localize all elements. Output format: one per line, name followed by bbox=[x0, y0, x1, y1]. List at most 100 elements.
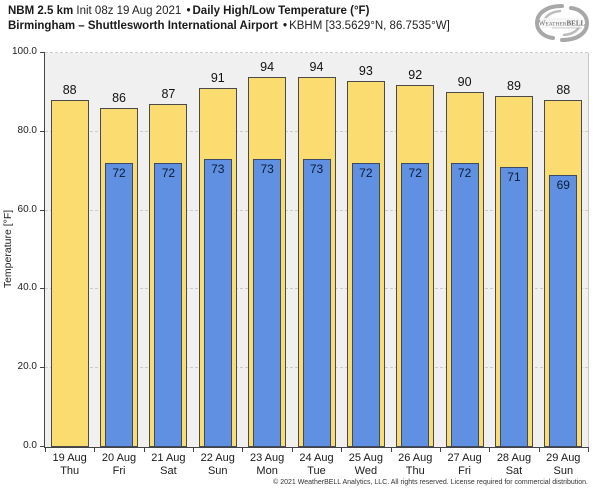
x-tick-label: 27 Aug Fri bbox=[439, 452, 491, 477]
y-tick-label: 60.0 bbox=[17, 203, 37, 215]
chart-header: NBM 2.5 km Init 08z 19 Aug 2021 • Daily H… bbox=[8, 4, 450, 34]
high-value-label: 91 bbox=[210, 71, 225, 86]
x-axis-tick bbox=[143, 448, 145, 452]
low-value-label: 73 bbox=[309, 162, 324, 177]
low-value-label: 72 bbox=[112, 166, 126, 181]
low-value-label: 72 bbox=[457, 166, 472, 181]
high-value-label: 87 bbox=[161, 87, 176, 102]
high-value-label: 94 bbox=[309, 59, 324, 74]
init-time: Init 08z 19 Aug 2021 bbox=[76, 5, 182, 17]
x-label-day: Fri bbox=[458, 464, 471, 477]
x-label-date: 29 Aug bbox=[546, 452, 581, 464]
x-label-day: Sun bbox=[553, 464, 574, 477]
low-value-label: 69 bbox=[556, 178, 570, 193]
y-axis-line bbox=[44, 53, 45, 448]
x-label-day: Sun bbox=[207, 464, 228, 477]
header-line-1: NBM 2.5 km Init 08z 19 Aug 2021 • Daily H… bbox=[8, 4, 450, 19]
low-temp-bar: 71 bbox=[499, 167, 528, 447]
x-label-date: 22 Aug bbox=[200, 452, 235, 464]
x-label-date: 24 Aug bbox=[299, 452, 334, 464]
x-label-day: Tue bbox=[307, 464, 326, 477]
x-label-date: 21 Aug bbox=[151, 452, 186, 464]
x-tick-label: 21 Aug Sat bbox=[142, 452, 194, 477]
logo-text: WEATHERBELL bbox=[539, 20, 586, 28]
high-value-label: 92 bbox=[408, 67, 423, 82]
x-label-date: 28 Aug bbox=[496, 452, 532, 464]
x-axis-tick bbox=[45, 448, 46, 452]
product-title: Daily High/Low Temperature (°F) bbox=[192, 5, 370, 17]
weatherbell-logo: WEATHERBELL bbox=[530, 2, 594, 44]
x-label-date: 27 Aug bbox=[447, 452, 482, 464]
low-temp-bar: 72 bbox=[450, 163, 479, 447]
low-temp-bar: 72 bbox=[401, 163, 430, 447]
x-label-date: 25 Aug bbox=[348, 452, 383, 464]
x-label-day: Thu bbox=[405, 464, 425, 477]
y-axis-tick bbox=[40, 288, 45, 290]
high-value-label: 88 bbox=[62, 83, 77, 98]
x-axis-tick bbox=[94, 448, 96, 452]
x-label-date: 20 Aug bbox=[101, 452, 137, 464]
x-label-date: 19 Aug bbox=[52, 452, 87, 464]
weatherbell-swirl-icon: WEATHERBELL bbox=[534, 4, 590, 42]
separator-dot: • bbox=[279, 20, 288, 32]
low-temp-bar: 72 bbox=[351, 163, 380, 447]
gridline bbox=[45, 52, 588, 53]
y-tick-label: 20.0 bbox=[17, 361, 37, 373]
high-value-label: 89 bbox=[507, 79, 521, 94]
y-tick-label: 0.0 bbox=[23, 440, 37, 451]
high-value-label: 90 bbox=[457, 75, 472, 90]
x-axis-tick bbox=[193, 448, 195, 452]
low-value-label: 72 bbox=[359, 166, 373, 181]
y-axis-tick bbox=[40, 209, 45, 211]
x-label-day: Wed bbox=[354, 464, 378, 477]
low-temp-bar: 73 bbox=[203, 159, 232, 447]
high-value-label: 88 bbox=[556, 83, 571, 98]
low-temp-bar: 72 bbox=[105, 163, 134, 447]
x-tick-label: 23 Aug Mon bbox=[241, 452, 293, 477]
x-tick-label: 26 Aug Thu bbox=[389, 452, 441, 477]
plot-right-border bbox=[588, 53, 589, 447]
x-tick-label: 25 Aug Wed bbox=[340, 452, 392, 477]
x-axis-tick bbox=[291, 448, 293, 452]
y-tick-label: 40.0 bbox=[17, 282, 37, 294]
x-axis-tick bbox=[538, 448, 540, 452]
x-tick-label: 20 Aug Fri bbox=[93, 452, 145, 477]
model-name: NBM 2.5 km bbox=[8, 5, 74, 17]
low-temp-bar: 72 bbox=[154, 163, 183, 447]
y-axis-tick bbox=[40, 367, 45, 369]
x-label-date: 26 Aug bbox=[398, 452, 433, 464]
low-value-label: 73 bbox=[260, 162, 274, 177]
low-temp-bar: 73 bbox=[253, 159, 282, 447]
location-name: Birmingham – Shuttlesworth International… bbox=[8, 20, 278, 32]
low-value-label: 72 bbox=[161, 166, 176, 181]
x-label-day: Mon bbox=[256, 464, 278, 477]
low-value-label: 71 bbox=[507, 170, 521, 185]
x-axis-line bbox=[44, 447, 589, 448]
x-tick-label: 24 Aug Tue bbox=[291, 452, 343, 477]
low-temp-bar: 69 bbox=[549, 175, 578, 447]
station-id: KBHM [33.5629°N, 86.7535°W] bbox=[289, 20, 450, 32]
x-tick-label: 28 Aug Sat bbox=[488, 452, 540, 477]
x-label-day: Sat bbox=[505, 464, 523, 477]
x-axis-tick bbox=[588, 448, 589, 452]
high-value-label: 94 bbox=[260, 59, 275, 74]
y-axis-tick bbox=[40, 130, 45, 132]
x-tick-label: 29 Aug Sun bbox=[537, 452, 589, 477]
x-axis-tick bbox=[439, 448, 441, 452]
high-value-label: 93 bbox=[358, 63, 373, 78]
header-line-2: Birmingham – Shuttlesworth International… bbox=[8, 19, 450, 34]
x-axis-tick bbox=[242, 448, 244, 452]
low-temp-bar: 73 bbox=[302, 159, 331, 447]
high-temp-bar bbox=[50, 100, 89, 447]
x-label-day: Fri bbox=[112, 464, 126, 477]
low-value-label: 72 bbox=[408, 166, 422, 181]
x-label-date: 23 Aug bbox=[249, 452, 285, 464]
low-value-label: 73 bbox=[211, 162, 225, 177]
x-tick-label: 22 Aug Sun bbox=[192, 452, 244, 477]
footer-copyright: © 2021 WeatherBELL Analytics, LLC. All r… bbox=[273, 479, 588, 486]
y-tick-label: 100.0 bbox=[11, 46, 37, 57]
y-tick-label: 80.0 bbox=[17, 124, 37, 136]
x-axis-tick bbox=[390, 448, 392, 452]
x-axis-tick bbox=[341, 448, 343, 452]
